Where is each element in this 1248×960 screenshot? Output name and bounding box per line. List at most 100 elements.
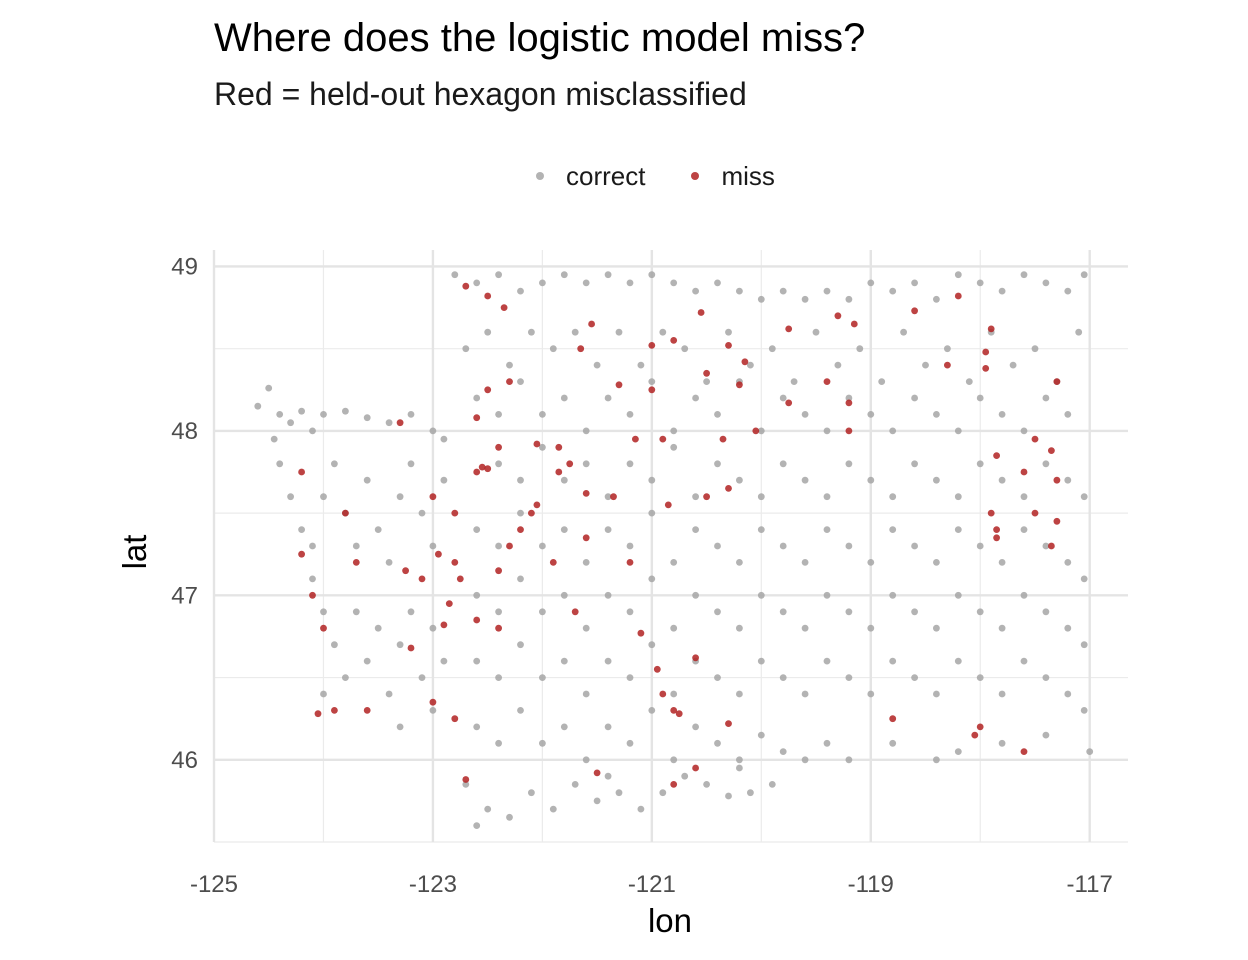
point-correct bbox=[867, 624, 875, 632]
point-correct bbox=[648, 509, 656, 517]
grid-minor bbox=[214, 250, 1128, 843]
point-correct bbox=[582, 427, 590, 435]
point-miss bbox=[1048, 447, 1055, 454]
point-correct bbox=[834, 361, 842, 369]
point-correct bbox=[571, 328, 579, 336]
point-correct bbox=[714, 542, 721, 550]
point-correct bbox=[692, 526, 699, 533]
point-correct bbox=[889, 427, 897, 435]
x-axis-title: lon bbox=[648, 902, 692, 939]
point-miss bbox=[692, 764, 699, 772]
point-correct bbox=[998, 411, 1006, 418]
point-miss bbox=[1048, 542, 1055, 550]
point-correct bbox=[604, 772, 612, 780]
point-correct bbox=[604, 493, 612, 501]
point-correct bbox=[506, 361, 513, 369]
y-tick-label: 48 bbox=[171, 418, 198, 445]
point-correct bbox=[823, 591, 831, 599]
point-miss bbox=[506, 378, 513, 385]
point-correct bbox=[626, 279, 634, 287]
point-miss bbox=[659, 690, 667, 698]
point-correct bbox=[1080, 271, 1088, 279]
point-miss bbox=[889, 715, 897, 723]
point-correct bbox=[626, 608, 634, 616]
point-correct bbox=[560, 271, 568, 279]
point-correct bbox=[648, 707, 656, 714]
point-miss bbox=[495, 567, 502, 575]
point-miss bbox=[976, 723, 984, 731]
point-correct bbox=[320, 690, 327, 698]
point-correct bbox=[539, 411, 546, 418]
point-correct bbox=[560, 526, 568, 533]
point-correct bbox=[845, 756, 853, 764]
point-miss bbox=[725, 485, 732, 492]
point-correct bbox=[582, 279, 590, 287]
point-correct bbox=[571, 781, 579, 788]
point-correct bbox=[670, 279, 678, 287]
point-correct bbox=[1009, 361, 1017, 369]
point-correct bbox=[352, 542, 360, 550]
point-correct bbox=[582, 559, 590, 566]
point-correct bbox=[757, 493, 765, 501]
point-miss bbox=[982, 365, 990, 372]
point-miss bbox=[752, 427, 760, 435]
point-correct bbox=[779, 460, 787, 468]
point-correct bbox=[582, 756, 590, 764]
point-correct bbox=[757, 591, 765, 599]
point-correct bbox=[615, 789, 623, 797]
point-miss bbox=[555, 443, 563, 451]
point-correct bbox=[757, 295, 765, 303]
point-miss bbox=[653, 665, 661, 673]
y-axis-title: lat bbox=[116, 535, 153, 570]
point-miss bbox=[1053, 517, 1061, 525]
x-tick-label: -119 bbox=[848, 871, 894, 898]
point-miss bbox=[352, 559, 360, 566]
point-miss bbox=[637, 629, 645, 637]
point-correct bbox=[736, 559, 743, 566]
point-miss bbox=[298, 468, 305, 476]
point-correct bbox=[626, 674, 634, 681]
point-miss bbox=[549, 559, 557, 566]
point-correct bbox=[1020, 271, 1028, 279]
point-correct bbox=[954, 493, 962, 501]
point-miss bbox=[533, 440, 541, 448]
point-correct bbox=[539, 739, 546, 747]
point-correct bbox=[528, 328, 535, 336]
point-miss bbox=[1031, 435, 1039, 443]
point-correct bbox=[1042, 731, 1050, 739]
point-correct bbox=[714, 460, 721, 468]
point-correct bbox=[933, 624, 940, 632]
point-correct bbox=[396, 723, 404, 731]
point-correct bbox=[867, 411, 875, 418]
point-correct bbox=[440, 657, 448, 665]
point-correct bbox=[933, 476, 940, 484]
point-miss bbox=[495, 624, 502, 632]
point-correct bbox=[539, 279, 546, 287]
point-correct bbox=[736, 624, 743, 632]
point-correct bbox=[889, 739, 897, 747]
point-miss bbox=[971, 731, 979, 739]
point-correct bbox=[484, 805, 492, 813]
point-correct bbox=[309, 427, 316, 435]
point-correct bbox=[757, 657, 765, 665]
point-correct bbox=[418, 509, 426, 517]
point-correct bbox=[779, 542, 787, 550]
point-correct bbox=[801, 476, 809, 484]
point-miss bbox=[1031, 509, 1039, 517]
point-correct bbox=[539, 674, 546, 681]
point-correct bbox=[374, 624, 382, 632]
point-correct bbox=[801, 690, 809, 698]
point-miss bbox=[670, 707, 678, 714]
point-correct bbox=[495, 739, 502, 747]
point-miss bbox=[944, 361, 951, 369]
point-correct bbox=[757, 427, 765, 435]
point-miss bbox=[845, 427, 853, 435]
point-correct bbox=[889, 591, 897, 599]
point-correct bbox=[648, 476, 656, 484]
point-miss bbox=[1053, 378, 1061, 385]
point-correct bbox=[473, 279, 481, 287]
point-correct bbox=[506, 813, 513, 821]
point-correct bbox=[976, 542, 984, 550]
point-miss bbox=[719, 435, 727, 443]
point-miss bbox=[500, 304, 508, 311]
